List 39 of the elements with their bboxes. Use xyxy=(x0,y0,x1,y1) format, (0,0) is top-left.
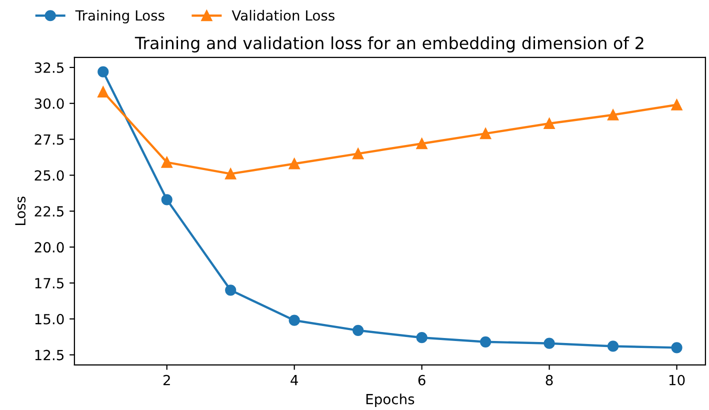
point xyxy=(544,338,555,349)
y-tick-label: 12.5 xyxy=(35,350,64,360)
point xyxy=(225,284,236,296)
x-tick-label: 6 xyxy=(418,374,426,386)
x-axis-title: Epochs xyxy=(366,394,414,408)
point xyxy=(671,99,682,110)
y-tick-label: 30.0 xyxy=(34,98,64,109)
y-tick-label: 27.5 xyxy=(34,134,64,145)
point xyxy=(225,168,236,180)
point xyxy=(480,336,492,348)
point xyxy=(98,66,109,78)
point xyxy=(416,138,428,150)
x-tick-label: 8 xyxy=(546,374,553,386)
point xyxy=(161,194,172,206)
legend-label: Validation Loss xyxy=(232,10,334,21)
point xyxy=(352,324,364,336)
point xyxy=(544,118,555,130)
point xyxy=(416,332,428,344)
y-tick-label: 22.5 xyxy=(34,206,64,217)
point xyxy=(671,342,682,354)
point xyxy=(288,158,300,170)
point xyxy=(352,148,364,160)
chart-title: Training and validation loss for an embedding dimension of 2 xyxy=(134,36,644,53)
point xyxy=(607,340,619,352)
point xyxy=(161,156,172,168)
point xyxy=(480,128,492,140)
y-tick-label: 15.0 xyxy=(35,314,64,324)
x-tick-label: 10 xyxy=(669,374,685,386)
y-axis-title: Loss xyxy=(15,196,26,226)
point xyxy=(98,86,109,98)
legend-label: Training Loss xyxy=(75,10,164,24)
x-tick-label: 2 xyxy=(163,374,170,386)
y-tick-label: 17.5 xyxy=(35,278,64,288)
point xyxy=(607,109,619,120)
y-tick-label: 20.0 xyxy=(34,242,64,253)
x-tick-label: 4 xyxy=(290,375,298,386)
point xyxy=(288,314,300,326)
y-tick-label: 25.0 xyxy=(34,170,64,181)
y-tick-label: 32.5 xyxy=(34,62,64,73)
